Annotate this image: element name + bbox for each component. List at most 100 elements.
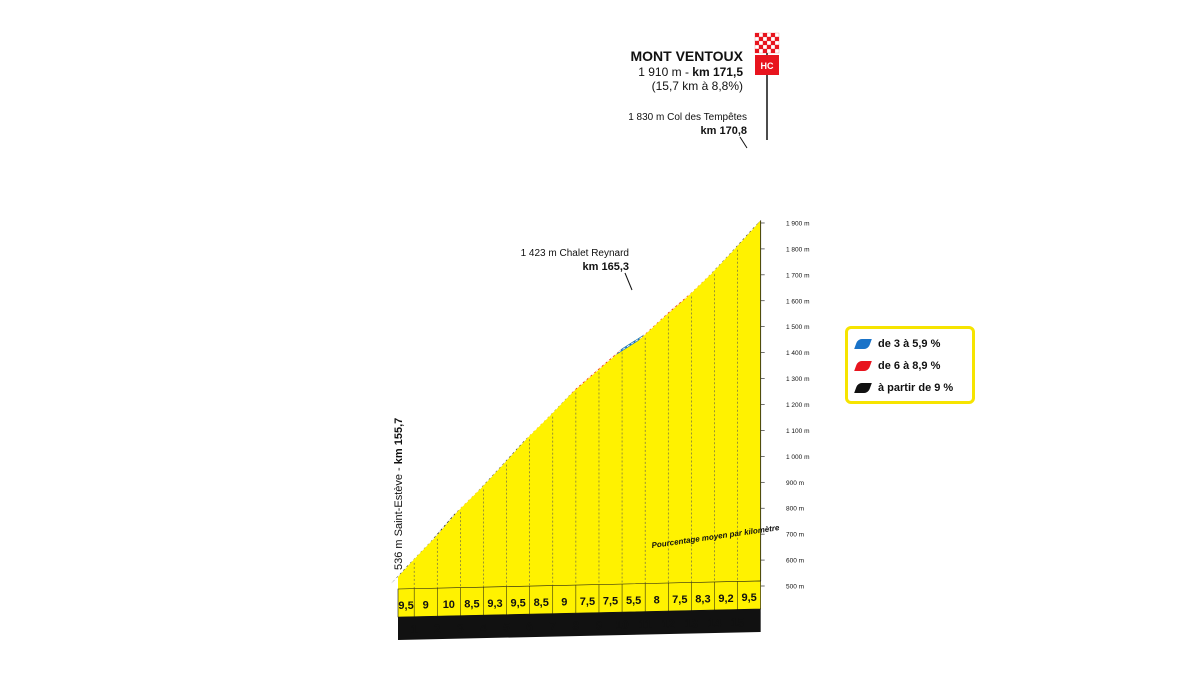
road-segment [661,292,692,320]
checker-square [774,36,780,42]
checker-square [774,40,780,46]
ytick-label: 500 m [786,584,804,591]
grade-label: 8,5 [464,598,479,610]
grade-label: 9,2 [718,593,733,605]
summit-name: MONT VENTOUX [630,48,743,64]
legend-swatch-red [854,361,872,371]
ytick-label: 700 m [786,532,804,539]
km-label: 13 [685,617,699,631]
altitude-axis: 1 900 m 1 800 m 1 700 m 1 600 m 1 500 m 1 400… [760,220,810,591]
road-centerline [394,223,758,581]
summit-flag-icon: HC [754,32,780,140]
grade-label: 9,5 [741,592,756,604]
pass-label-col-des-tempetes: 1 830 m Col des Tempêtes [628,112,747,123]
checker-square [770,44,776,50]
checker-square [770,36,776,42]
ytick-label: 1 500 m [786,324,810,331]
grade-label: 9,5 [510,597,525,609]
km-label: 9 [596,619,603,633]
checker-square [766,44,772,50]
ytick-label: 1 100 m [786,428,810,435]
km-label: 5 [503,621,510,635]
grade-label: 8,3 [695,593,710,605]
grade-label: 7,5 [603,595,618,607]
checker-square [762,48,768,54]
checker-square [762,44,768,50]
gradient-legend: de 3 à 5,9 % de 6 à 8,9 % à partir de 9 … [845,326,975,404]
legend-label: à partir de 9 % [878,382,954,394]
grade-label: 9 [423,599,429,611]
checker-square [754,44,760,50]
km-label: 2 [434,622,441,636]
legend-label: de 3 à 5,9 % [878,338,941,350]
ytick-label: 1 600 m [786,298,810,305]
km-label: 1 [411,623,418,637]
checker-square [774,48,780,54]
ytick-label: 600 m [786,558,804,565]
grade-label: 7,5 [672,594,687,606]
ytick-label: 1 800 m [786,246,810,253]
km-label: 6 [526,620,533,634]
profile-body [397,220,761,640]
grade-label: 7,5 [580,596,595,608]
checker-square [758,36,764,42]
legend-item: à partir de 9 % [854,377,972,399]
checker-square [766,32,772,38]
km-label: 3 [457,622,464,636]
checker-square [758,48,764,54]
summit-climb-info: (15,7 km à 8,8%) [652,79,743,93]
ytick-label: 1 300 m [786,376,810,383]
grade-label: 8 [654,594,660,606]
ytick-label: 900 m [786,480,804,487]
legend-swatch-blue [854,339,872,349]
checker-square [762,40,768,46]
grade-label: 9,5 [398,600,413,612]
grade-label: 8,5 [534,597,549,609]
profile-fill [398,220,761,589]
pass-km-chalet-reynard: km 165,3 [583,261,629,273]
km-label: 15 [731,615,745,629]
checker-square [758,40,764,46]
legend-label: de 6 à 8,9 % [878,360,941,372]
checker-square [770,32,776,38]
km-grid [413,249,738,589]
grade-label: 9,3 [487,598,502,610]
km-label: 8 [573,619,580,633]
km-labels: 1 2 3 4 5 6 7 8 9 10 11 12 13 14 15 [411,581,745,637]
ytick-label: 1 200 m [786,402,810,409]
checker-square [766,40,772,46]
checker-square [774,44,780,50]
checker-square [766,36,772,42]
grade-label: 5,5 [626,595,641,607]
checker-square [762,32,768,38]
km-label: 14 [708,616,722,630]
km-label: 10 [615,618,629,632]
grade-labels: 9,5 9 10 8,5 9,3 9,5 8,5 9 7,5 7,5 5,5 8 7,5 8,3 9,2 9,… [398,592,756,612]
checker-square [758,32,764,38]
ytick-label: 1 900 m [786,220,810,227]
legend-item: de 3 à 5,9 % [854,333,972,355]
checker-square [754,32,760,38]
checker-square [754,36,760,42]
km-label: 4 [480,621,487,635]
summit-altitude-km: 1 910 m - km 171,5 [638,65,743,79]
ytick-label: 1 000 m [786,454,810,461]
checker-square [758,44,764,50]
checker-square [754,40,760,46]
pass-km-col-des-tempetes: km 170,8 [701,125,747,137]
summit-category: HC [761,61,774,71]
road-segment [568,368,599,396]
ytick-label: 1 700 m [786,272,810,279]
checker-square [770,48,776,54]
checker-square [770,40,776,46]
checker-square [754,48,760,54]
km-band [398,608,761,640]
km-label: 12 [662,617,676,631]
ytick-label: 800 m [786,506,804,513]
road-line [391,220,762,584]
checker-square [762,36,768,42]
pass-label-chalet-reynard: 1 423 m Chalet Reynard [521,248,629,259]
grade-label: 9 [561,596,567,608]
